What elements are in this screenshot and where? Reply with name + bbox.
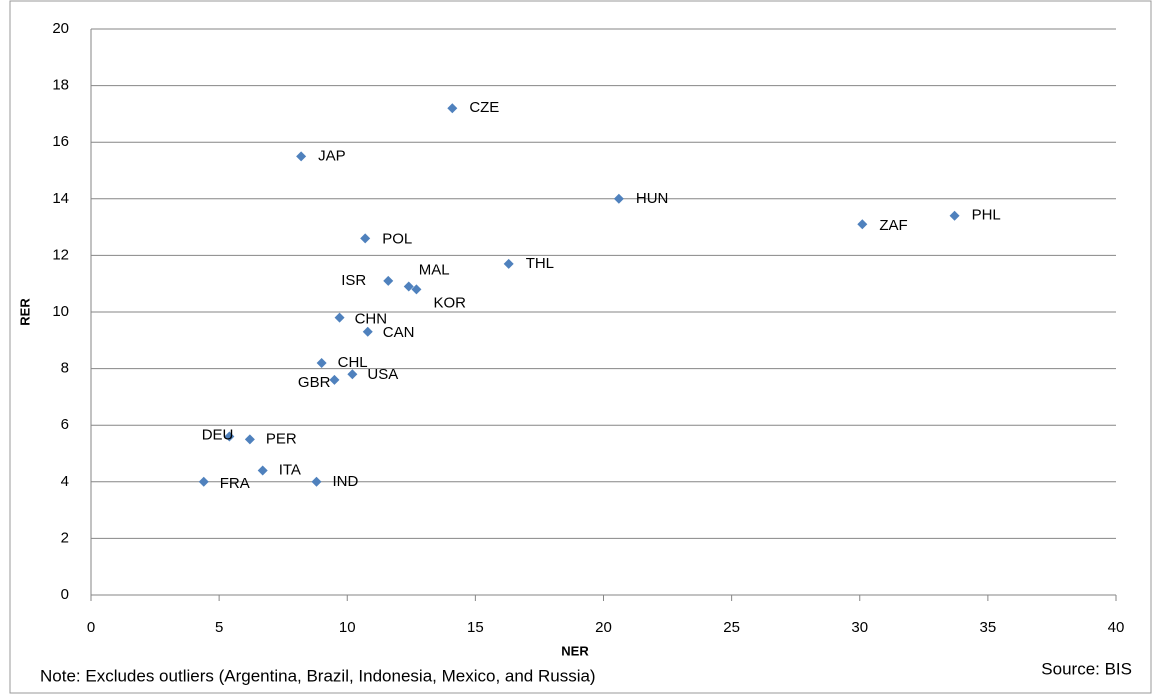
point [360,233,371,244]
y-tick-label: 6 [61,416,69,433]
x-tick-label: 35 [980,619,997,636]
point-label: DEU [202,426,234,443]
point-label: CZE [469,99,499,116]
point-label: POL [382,230,412,247]
point [198,476,209,487]
chart-frame [9,0,1152,694]
point [244,434,255,445]
x-axis-label: NER [561,643,589,658]
point [316,357,327,368]
y-tick-label: 12 [52,246,69,263]
x-tick-label: 15 [467,619,484,636]
point-label: ITA [279,461,301,478]
point [224,431,235,442]
x-tick-label: 40 [1108,619,1125,636]
x-tick-label: 20 [595,619,612,636]
x-tick-label: 5 [215,619,223,636]
x-tick-label: 25 [723,619,740,636]
point [857,219,868,230]
point-label: CHN [355,311,388,328]
point-label: THL [526,255,554,272]
y-tick-label: 16 [52,133,69,150]
point [613,193,624,204]
y-tick-label: 2 [61,529,69,546]
y-tick-label: 18 [52,77,69,94]
x-tick-label: 10 [339,619,356,636]
point-label: ISR [341,272,366,289]
point [257,465,268,476]
point-label: IND [333,473,359,490]
point-label: PER [266,430,297,447]
point [329,374,340,385]
point-label: CHL [338,354,368,371]
point [296,151,307,162]
y-tick-label: 8 [61,360,69,377]
x-tick-label: 30 [851,619,868,636]
y-tick-label: 20 [52,20,69,37]
point [503,258,514,269]
point [949,210,960,221]
y-tick-label: 10 [52,303,69,320]
point-label: MAL [419,261,450,278]
point-label: PHL [972,207,1001,224]
point [347,369,358,380]
point [311,476,322,487]
point-label: HUN [636,190,669,207]
y-tick-label: 4 [61,473,69,490]
x-tick-label: 0 [87,619,95,636]
y-axis-label: RER [17,298,32,326]
point-label: ZAF [879,217,907,234]
point-label: KOR [433,294,466,311]
point [362,326,373,337]
point [334,312,345,323]
point-label: JAP [318,147,346,164]
point-label: GBR [298,374,331,391]
point [447,103,458,114]
y-tick-label: 0 [61,586,69,603]
source: Source: BIS [1041,659,1132,678]
point [403,281,414,292]
point-label: CAN [383,324,415,341]
point-label: FRA [220,475,250,492]
point [383,275,394,286]
point-label: USA [367,366,398,383]
y-tick-label: 14 [52,190,69,207]
point [411,284,422,295]
note: Note: Excludes outliers (Argentina, Braz… [40,666,596,685]
